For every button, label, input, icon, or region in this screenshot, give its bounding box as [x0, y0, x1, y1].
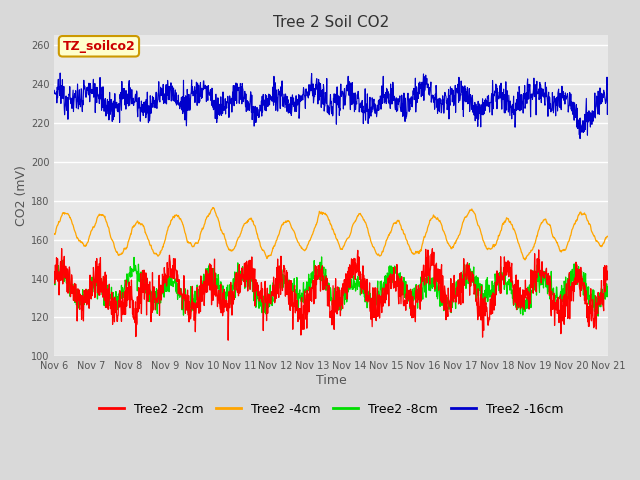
X-axis label: Time: Time — [316, 374, 346, 387]
Tree2 -8cm — [595, 313, 602, 319]
Tree2 -16cm — [116, 92, 124, 97]
Tree2 -4cm — [521, 257, 529, 263]
Tree2 -4cm — [285, 219, 293, 225]
Tree2 -16cm — [576, 136, 584, 142]
Tree2 -2cm — [225, 337, 232, 343]
Tree2 -16cm — [365, 99, 373, 105]
Legend: Tree2 -2cm, Tree2 -4cm, Tree2 -8cm, Tree2 -16cm: Tree2 -2cm, Tree2 -4cm, Tree2 -8cm, Tree… — [94, 398, 568, 420]
Tree2 -8cm — [116, 288, 124, 294]
Tree2 -8cm — [285, 278, 293, 284]
Tree2 -4cm — [365, 233, 373, 239]
Tree2 -16cm — [93, 90, 101, 96]
Tree2 -16cm — [297, 98, 305, 104]
Tree2 -8cm — [365, 299, 373, 304]
Tree2 -2cm — [93, 290, 101, 296]
Text: TZ_soilco2: TZ_soilco2 — [63, 40, 135, 53]
Tree2 -4cm — [51, 231, 58, 237]
Tree2 -2cm — [298, 299, 305, 305]
Tree2 -8cm — [604, 292, 612, 298]
Line: Tree2 -8cm: Tree2 -8cm — [54, 257, 608, 316]
Tree2 -4cm — [93, 215, 101, 221]
Tree2 -4cm — [297, 243, 305, 249]
Tree2 -4cm — [604, 233, 612, 239]
Tree2 -2cm — [286, 305, 294, 311]
Tree2 -2cm — [366, 302, 374, 308]
Tree2 -8cm — [51, 279, 58, 285]
Line: Tree2 -4cm: Tree2 -4cm — [54, 208, 608, 260]
Tree2 -8cm — [93, 273, 101, 278]
Tree2 -8cm — [297, 293, 305, 299]
Tree2 -8cm — [317, 254, 325, 260]
Line: Tree2 -16cm: Tree2 -16cm — [54, 73, 608, 139]
Tree2 -16cm — [604, 91, 612, 96]
Tree2 -8cm — [307, 288, 314, 294]
Tree2 -4cm — [307, 235, 315, 241]
Tree2 -2cm — [51, 269, 58, 275]
Tree2 -16cm — [307, 88, 315, 94]
Title: Tree 2 Soil CO2: Tree 2 Soil CO2 — [273, 15, 389, 30]
Tree2 -2cm — [307, 285, 315, 291]
Tree2 -2cm — [58, 246, 65, 252]
Tree2 -4cm — [116, 252, 124, 257]
Y-axis label: CO2 (mV): CO2 (mV) — [15, 166, 28, 226]
Tree2 -16cm — [285, 106, 293, 112]
Tree2 -16cm — [51, 87, 58, 93]
Tree2 -4cm — [209, 205, 217, 211]
Tree2 -16cm — [56, 70, 64, 76]
Tree2 -2cm — [604, 274, 612, 279]
Line: Tree2 -2cm: Tree2 -2cm — [54, 249, 608, 340]
Tree2 -2cm — [116, 304, 124, 310]
